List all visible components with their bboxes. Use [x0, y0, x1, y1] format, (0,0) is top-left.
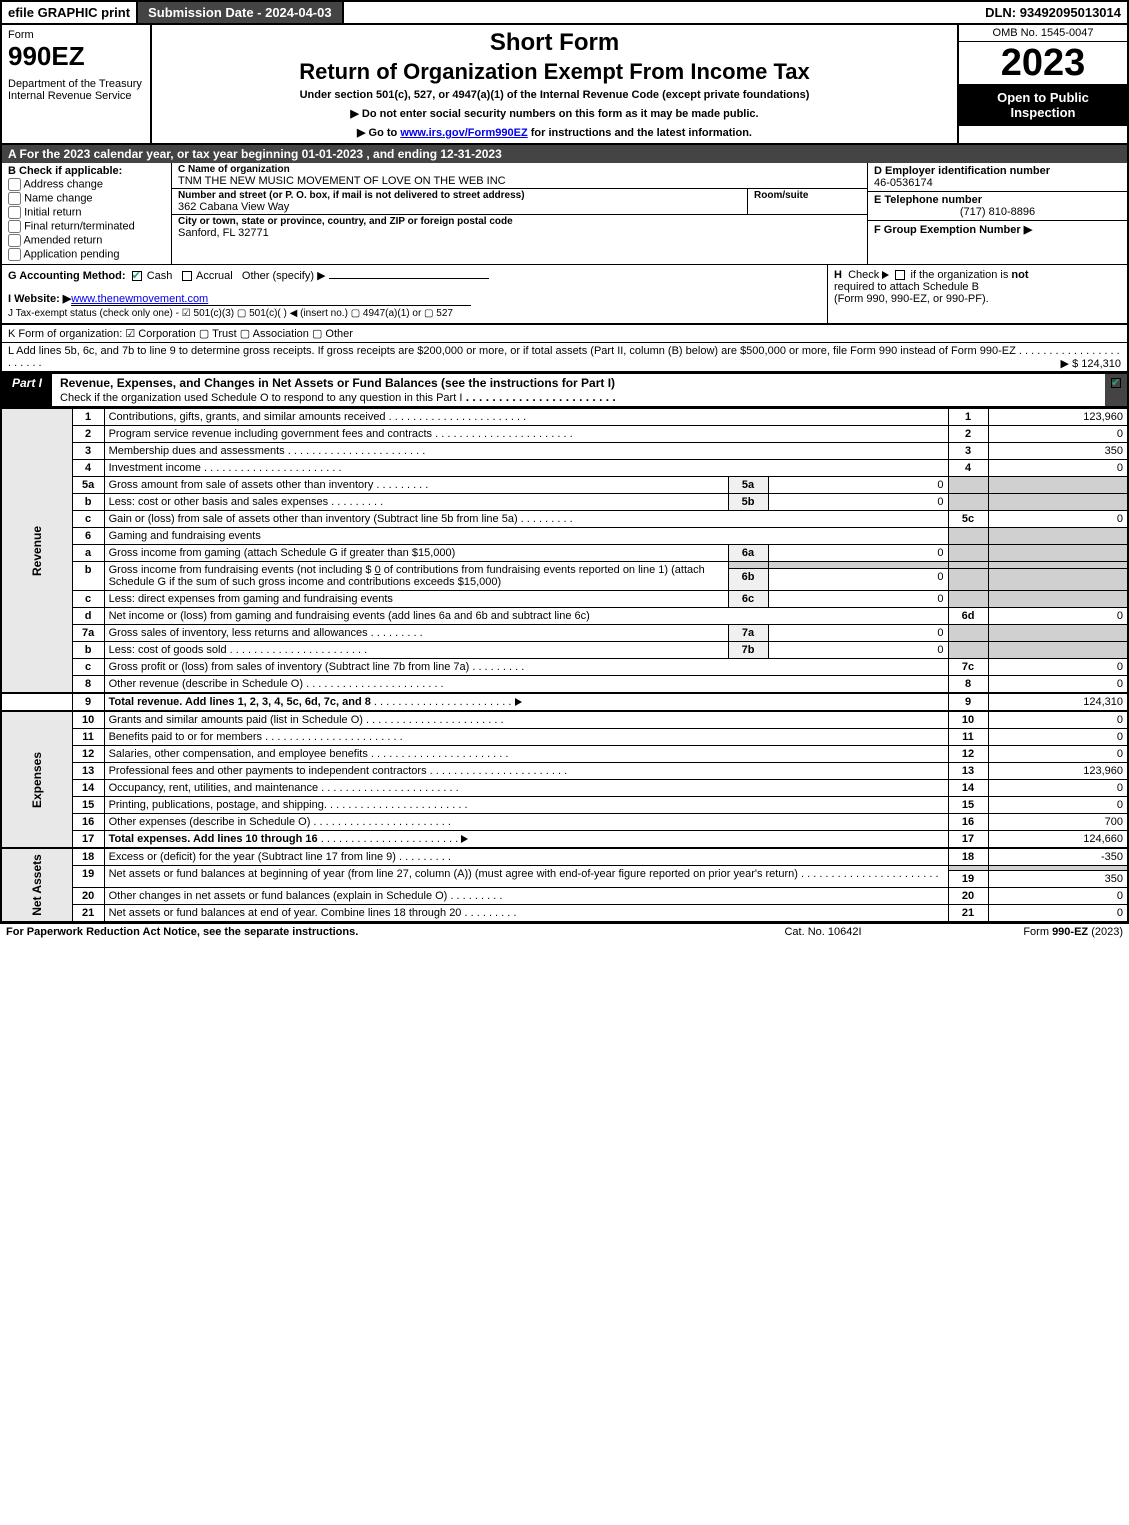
triangle-icon	[461, 835, 468, 843]
footer-left: For Paperwork Reduction Act Notice, see …	[6, 926, 723, 938]
dln-value: 93492095013014	[1020, 5, 1121, 20]
header-subtitle: Under section 501(c), 527, or 4947(a)(1)…	[160, 89, 949, 101]
website-link[interactable]: www.thenewmovement.com	[71, 293, 208, 305]
part1-tab: Part I	[2, 374, 52, 406]
form-label: Form	[8, 29, 144, 41]
header-right: OMB No. 1545-0047 2023 Open to Public In…	[957, 25, 1127, 143]
triangle-icon	[882, 271, 889, 279]
submission-date: Submission Date - 2024-04-03	[136, 2, 344, 23]
return-title: Return of Organization Exempt From Incom…	[160, 59, 949, 85]
row-j: J Tax-exempt status (check only one) - ☑…	[8, 308, 821, 319]
row-l-text: L Add lines 5b, 6c, and 7b to line 9 to …	[8, 345, 1016, 357]
chk-address-change[interactable]: Address change	[8, 178, 165, 191]
box-b-header: B Check if applicable:	[8, 165, 165, 177]
box-f: F Group Exemption Number ▶	[868, 221, 1127, 264]
city: Sanford, FL 32771	[178, 227, 861, 239]
accounting-label: G Accounting Method:	[8, 270, 126, 282]
box-def: D Employer identification number 46-0536…	[867, 163, 1127, 264]
row-gh: G Accounting Method: Cash Accrual Other …	[0, 265, 1129, 324]
part1-header: Part I Revenue, Expenses, and Changes in…	[0, 372, 1129, 408]
row-g: G Accounting Method: Cash Accrual Other …	[2, 265, 827, 323]
public-inspection-badge: Open to Public Inspection	[959, 84, 1127, 126]
chk-application-pending[interactable]: Application pending	[8, 248, 165, 261]
chk-name-change[interactable]: Name change	[8, 192, 165, 205]
city-label: City or town, state or province, country…	[178, 216, 861, 227]
chk-initial-return[interactable]: Initial return	[8, 206, 165, 219]
irs-link[interactable]: www.irs.gov/Form990EZ	[400, 127, 527, 139]
chk-final-return[interactable]: Final return/terminated	[8, 220, 165, 233]
side-expenses: Expenses	[1, 711, 72, 848]
header-left: Form 990EZ Department of the Treasury In…	[2, 25, 152, 143]
goto-suffix: for instructions and the latest informat…	[528, 127, 752, 139]
header-center: Short Form Return of Organization Exempt…	[152, 25, 957, 143]
l1-rno: 1	[948, 409, 988, 426]
website-label: I Website: ▶	[8, 293, 71, 305]
box-c: C Name of organization TNM THE NEW MUSIC…	[172, 163, 867, 264]
room-label: Room/suite	[754, 190, 861, 201]
part1-sub: Check if the organization used Schedule …	[60, 392, 462, 404]
box-bcdef: B Check if applicable: Address change Na…	[0, 163, 1129, 265]
chk-amended-return[interactable]: Amended return	[8, 234, 165, 247]
ssn-warning: ▶ Do not enter social security numbers o…	[160, 107, 949, 120]
footer: For Paperwork Reduction Act Notice, see …	[0, 923, 1129, 940]
tax-year: 2023	[959, 42, 1127, 84]
street-label: Number and street (or P. O. box, if mail…	[178, 190, 741, 201]
side-netassets: Net Assets	[1, 848, 72, 922]
department: Department of the Treasury Internal Reve…	[8, 78, 144, 102]
triangle-icon	[515, 698, 522, 706]
part1-table: Revenue 1 Contributions, gifts, grants, …	[0, 408, 1129, 923]
short-form-title: Short Form	[160, 29, 949, 57]
l1-desc: Contributions, gifts, grants, and simila…	[104, 409, 948, 426]
instructions-link-row: ▶ Go to www.irs.gov/Form990EZ for instru…	[160, 126, 949, 139]
row-h-line2: required to attach Schedule B	[834, 281, 1121, 293]
dln: DLN: 93492095013014	[979, 3, 1127, 22]
ein-value: 46-0536174	[874, 177, 1121, 189]
l1-no: 1	[72, 409, 104, 426]
form-header: Form 990EZ Department of the Treasury In…	[0, 25, 1129, 145]
footer-right: Form 990-EZ (2023)	[923, 926, 1123, 938]
l1-val: 123,960	[988, 409, 1128, 426]
row-l: L Add lines 5b, 6c, and 7b to line 9 to …	[0, 342, 1129, 372]
l2-desc: Program service revenue including govern…	[104, 426, 948, 443]
dln-label: DLN:	[985, 5, 1016, 20]
omb-number: OMB No. 1545-0047	[959, 25, 1127, 42]
line-a: A For the 2023 calendar year, or tax yea…	[0, 145, 1129, 163]
l2-no: 2	[72, 426, 104, 443]
side-revenue: Revenue	[1, 409, 72, 694]
part1-checkbox[interactable]	[1105, 374, 1127, 406]
org-name-label: C Name of organization	[178, 164, 861, 175]
phone-value: (717) 810-8896	[874, 206, 1121, 218]
chk-cash[interactable]	[132, 271, 142, 281]
box-b: B Check if applicable: Address change Na…	[2, 163, 172, 264]
ein-label: D Employer identification number	[874, 165, 1121, 177]
top-bar: efile GRAPHIC print Submission Date - 20…	[0, 0, 1129, 25]
other-specify-input[interactable]	[329, 278, 489, 279]
street: 362 Cabana View Way	[178, 201, 741, 213]
part1-title: Revenue, Expenses, and Changes in Net As…	[52, 374, 1105, 406]
row-l-amount: ▶ $ 124,310	[1061, 357, 1121, 370]
chk-schedule-b[interactable]	[895, 270, 905, 280]
footer-mid: Cat. No. 10642I	[723, 926, 923, 938]
chk-accrual[interactable]	[182, 271, 192, 281]
row-h-line3: (Form 990, 990-EZ, or 990-PF).	[834, 293, 1121, 305]
row-k: K Form of organization: ☑ Corporation ▢ …	[0, 324, 1129, 342]
org-name: TNM THE NEW MUSIC MOVEMENT OF LOVE ON TH…	[178, 175, 861, 187]
form-number: 990EZ	[8, 41, 144, 72]
efile-label: efile GRAPHIC print	[2, 3, 136, 22]
box-e: E Telephone number (717) 810-8896	[868, 192, 1127, 221]
phone-label: E Telephone number	[874, 194, 1121, 206]
group-exemption-label: F Group Exemption Number ▶	[874, 223, 1121, 236]
row-h-line1: H Check if the organization is not	[834, 269, 1121, 281]
row-h: H Check if the organization is not requi…	[827, 265, 1127, 323]
box-d: D Employer identification number 46-0536…	[868, 163, 1127, 192]
goto-prefix: ▶ Go to	[357, 127, 400, 139]
